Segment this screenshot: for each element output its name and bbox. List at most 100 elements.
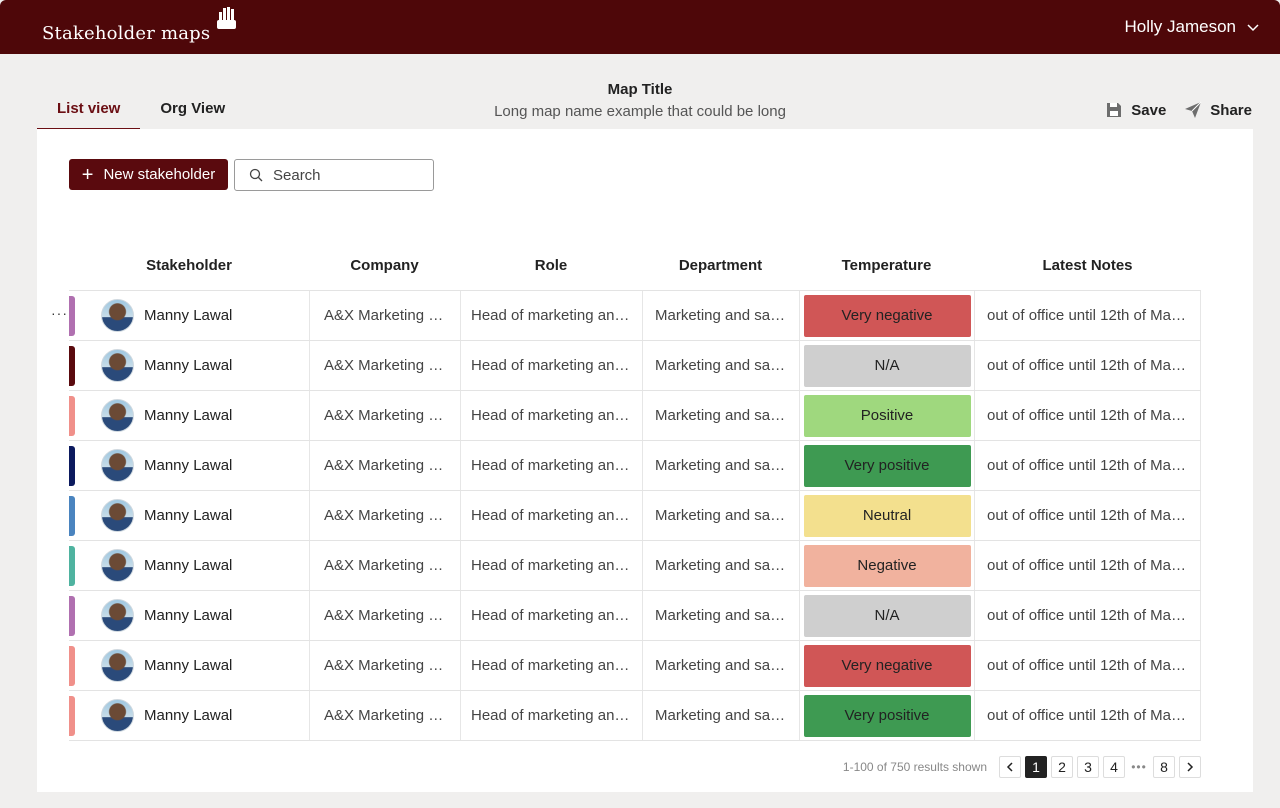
notes-cell: out of office until 12th of March xyxy=(974,491,1201,540)
stakeholder-name: Manny Lawal xyxy=(144,657,233,674)
col-company[interactable]: Company xyxy=(350,257,419,274)
map-subtitle: Long map name example that could be long xyxy=(494,103,786,120)
role-cell: Head of marketing and sales xyxy=(460,491,642,540)
temperature-cell: Positive xyxy=(799,391,974,440)
header-actions: Save Share xyxy=(1105,101,1252,119)
table-row[interactable]: Manny Lawal A&X Marketing company Head o… xyxy=(69,691,1201,741)
company-cell: A&X Marketing company xyxy=(309,641,460,690)
search-box[interactable] xyxy=(234,159,434,191)
table-row[interactable]: Manny Lawal A&X Marketing company Head o… xyxy=(69,491,1201,541)
stakeholder-cell: Manny Lawal xyxy=(69,341,309,390)
stakeholder-name: Manny Lawal xyxy=(144,507,233,524)
notes-cell: out of office until 12th of March xyxy=(974,591,1201,640)
search-input[interactable] xyxy=(273,166,423,184)
temperature-badge: Neutral xyxy=(803,494,971,537)
col-department[interactable]: Department xyxy=(678,257,763,274)
table-row[interactable]: Manny Lawal A&X Marketing company Head o… xyxy=(69,641,1201,691)
map-title: Map Title xyxy=(607,81,673,98)
role-cell: Head of marketing and sales xyxy=(460,291,642,340)
page-ellipsis: ••• xyxy=(1129,756,1149,778)
table-row[interactable]: Manny Lawal A&X Marketing company Head o… xyxy=(69,441,1201,491)
toolbar: + New stakeholder xyxy=(69,159,434,191)
col-temperature[interactable]: Temperature xyxy=(841,257,932,274)
company-text: A&X Marketing company xyxy=(324,357,448,374)
temperature-cell: N/A xyxy=(799,341,974,390)
company-cell: A&X Marketing company xyxy=(309,391,460,440)
table-row[interactable]: Manny Lawal A&X Marketing company Head o… xyxy=(69,391,1201,441)
stakeholder-name: Manny Lawal xyxy=(144,707,233,724)
send-icon xyxy=(1185,101,1202,118)
role-cell: Head of marketing and sales xyxy=(460,641,642,690)
stakeholder-name: Manny Lawal xyxy=(144,557,233,574)
next-page-button[interactable] xyxy=(1179,756,1201,778)
page-button-2[interactable]: 2 xyxy=(1051,756,1073,778)
tab-list-view[interactable]: List view xyxy=(37,96,141,130)
role-text: Head of marketing and sales xyxy=(471,607,630,624)
page-button-1[interactable]: 1 xyxy=(1025,756,1047,778)
table-row[interactable]: Manny Lawal A&X Marketing company Head o… xyxy=(69,341,1201,391)
plus-icon: + xyxy=(81,163,94,186)
role-text: Head of marketing and sales xyxy=(471,457,630,474)
notes-text: out of office until 12th of March xyxy=(987,307,1188,324)
group-color-stripe xyxy=(69,395,75,436)
role-cell: Head of marketing and sales xyxy=(460,391,642,440)
table-row[interactable]: Manny Lawal A&X Marketing company Head o… xyxy=(69,591,1201,641)
company-cell: A&X Marketing company xyxy=(309,341,460,390)
notes-cell: out of office until 12th of March xyxy=(974,441,1201,490)
avatar xyxy=(101,399,134,432)
notes-text: out of office until 12th of March xyxy=(987,357,1188,374)
user-menu[interactable]: Holly Jameson xyxy=(1125,17,1261,37)
role-text: Head of marketing and sales xyxy=(471,507,630,524)
stakeholder-cell: Manny Lawal xyxy=(69,291,309,340)
notes-cell: out of office until 12th of March xyxy=(974,691,1201,740)
tab-org-view[interactable]: Org View xyxy=(160,100,226,117)
page-button-4[interactable]: 4 xyxy=(1103,756,1125,778)
role-cell: Head of marketing and sales xyxy=(460,591,642,640)
brand[interactable]: Stakeholder maps xyxy=(42,7,238,44)
table-row[interactable]: Manny Lawal A&X Marketing company Head o… xyxy=(69,541,1201,591)
notes-text: out of office until 12th of March xyxy=(987,607,1188,624)
avatar xyxy=(101,449,134,482)
notes-cell: out of office until 12th of March xyxy=(974,541,1201,590)
group-color-stripe xyxy=(69,495,75,536)
temperature-badge: Positive xyxy=(803,394,971,437)
save-icon xyxy=(1107,103,1122,117)
notes-cell: out of office until 12th of March xyxy=(974,341,1201,390)
col-latest-notes[interactable]: Latest Notes xyxy=(1042,257,1133,274)
prev-page-button[interactable] xyxy=(999,756,1021,778)
share-button[interactable]: Share xyxy=(1184,101,1252,119)
table-body: ··· Manny Lawal A&X Marketing company He… xyxy=(51,291,1201,741)
stakeholder-name: Manny Lawal xyxy=(144,307,233,324)
results-info: 1-100 of 750 results shown xyxy=(842,760,987,774)
group-color-stripe xyxy=(69,595,75,636)
role-text: Head of marketing and sales xyxy=(471,357,630,374)
row-menu-icon[interactable]: ··· xyxy=(51,305,68,321)
table-header: Stakeholder Company Role Department Temp… xyxy=(69,241,1201,291)
avatar xyxy=(101,599,134,632)
col-stakeholder[interactable]: Stakeholder xyxy=(146,257,232,274)
new-stakeholder-button[interactable]: + New stakeholder xyxy=(69,159,228,190)
department-text: Marketing and sales xyxy=(655,607,787,624)
page-button-last[interactable]: 8 xyxy=(1153,756,1175,778)
stakeholder-name: Manny Lawal xyxy=(144,607,233,624)
role-text: Head of marketing and sales xyxy=(471,307,630,324)
department-text: Marketing and sales xyxy=(655,457,787,474)
department-cell: Marketing and sales xyxy=(642,441,799,490)
department-cell: Marketing and sales xyxy=(642,641,799,690)
save-button[interactable]: Save xyxy=(1105,101,1166,119)
temperature-cell: Neutral xyxy=(799,491,974,540)
col-role[interactable]: Role xyxy=(534,257,568,274)
temperature-badge: N/A xyxy=(803,344,971,387)
temperature-cell: Very negative xyxy=(799,291,974,340)
page-button-3[interactable]: 3 xyxy=(1077,756,1099,778)
company-cell: A&X Marketing company xyxy=(309,441,460,490)
top-bar: Stakeholder maps Holly Jameson xyxy=(0,0,1280,54)
chevron-right-icon xyxy=(1187,762,1194,772)
notes-cell: out of office until 12th of March xyxy=(974,291,1201,340)
company-text: A&X Marketing company xyxy=(324,407,448,424)
role-text: Head of marketing and sales xyxy=(471,657,630,674)
new-stakeholder-label: New stakeholder xyxy=(103,166,216,183)
table-row[interactable]: ··· Manny Lawal A&X Marketing company He… xyxy=(51,291,1201,341)
group-color-stripe xyxy=(69,645,75,686)
role-text: Head of marketing and sales xyxy=(471,557,630,574)
